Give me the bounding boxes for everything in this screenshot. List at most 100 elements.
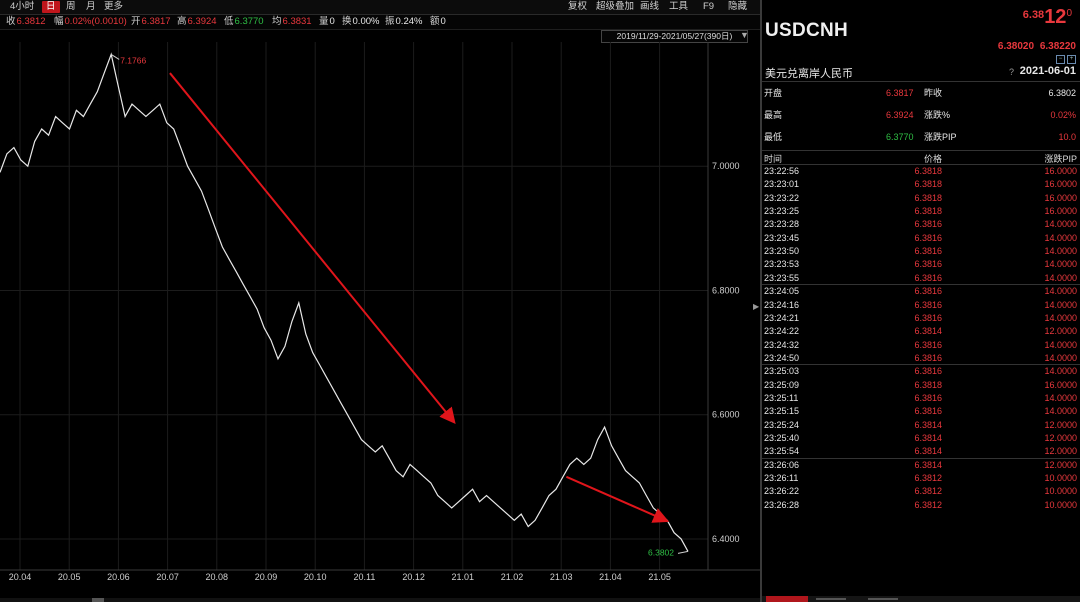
tick-pip: 14.0000: [1044, 219, 1077, 230]
y-tick-label: 7.0000: [712, 161, 740, 171]
draw-line-button[interactable]: 画线: [640, 1, 660, 12]
tick-pip: 16.0000: [1044, 206, 1077, 217]
period-4h-tab[interactable]: 4小时: [10, 1, 35, 12]
help-icon[interactable]: ?: [1008, 67, 1014, 77]
tick-time: 23:24:16: [764, 299, 800, 310]
tick-row: 23:23:50 6.3816 14.0000: [762, 245, 1080, 258]
tick-time: 23:25:15: [764, 406, 800, 417]
tick-row: 23:24:05 6.3816 14.0000: [762, 285, 1080, 298]
tick-time: 23:26:11: [764, 473, 799, 484]
quote-panel: USDCNH 6.38120 6.38020 6.38220 − + 美元兑离岸…: [762, 0, 1080, 602]
minute-divider: [762, 284, 1080, 286]
max-price-label: 7.1766: [120, 55, 146, 65]
collapse-panel-icon[interactable]: ▶: [753, 302, 760, 311]
tick-row: 23:26:22 6.3812 10.0000: [762, 485, 1080, 498]
tick-time: 23:23:01: [764, 179, 800, 190]
more-periods-tab[interactable]: 更多: [104, 1, 124, 12]
x-tick-label: 20.06: [107, 572, 130, 582]
date-range-box[interactable]: 2019/11/29-2021/05/27(390日): [601, 30, 748, 43]
tick-time: 23:23:45: [764, 232, 800, 243]
quote-stats-bar: 收6.3812 幅0.02%(0.0010) 开6.3817 高6.3924 低…: [0, 15, 760, 30]
tick-pip: 16.0000: [1044, 379, 1077, 390]
tick-price: 6.3814: [914, 446, 942, 457]
trend-arrow-2: [565, 475, 670, 523]
tick-row: 23:22:56 6.3818 16.0000: [762, 165, 1080, 178]
price-chart-svg[interactable]: 20.04 20.05 20.06 20.07 20.08 20.09 20.10 20.11…: [0, 42, 760, 582]
bottom-tab-2[interactable]: [816, 598, 846, 600]
tick-row: 23:25:40 6.3814 12.0000: [762, 432, 1080, 445]
tick-time: 23:23:28: [764, 219, 800, 230]
tick-row: 23:25:24 6.3814 12.0000: [762, 419, 1080, 432]
bottom-tab-1[interactable]: [766, 596, 808, 602]
x-tick-label: 20.04: [9, 572, 32, 582]
x-tick-label: 21.05: [648, 572, 671, 582]
tick-row: 23:23:28 6.3816 14.0000: [762, 218, 1080, 231]
chart-scrollbar[interactable]: [0, 598, 760, 602]
tick-price: 6.3816: [914, 406, 942, 417]
tick-pip: 10.0000: [1044, 499, 1077, 510]
tick-price: 6.3818: [914, 192, 942, 203]
tick-price: 6.3816: [914, 352, 942, 363]
tick-row: 23:24:32 6.3816 14.0000: [762, 339, 1080, 352]
tick-time: 23:24:21: [764, 312, 800, 323]
tick-price: 6.3812: [914, 473, 942, 484]
chart-scroll-thumb[interactable]: [92, 598, 104, 602]
range-dropdown-icon[interactable]: ▼: [740, 30, 749, 40]
tools-button[interactable]: 工具: [669, 1, 689, 12]
tick-row: 23:23:25 6.3818 16.0000: [762, 205, 1080, 218]
tick-row: 23:23:45 6.3816 14.0000: [762, 232, 1080, 245]
tick-time: 23:23:22: [764, 192, 800, 203]
tick-pip: 14.0000: [1044, 299, 1077, 310]
tick-price: 6.3818: [914, 206, 942, 217]
tick-row: 23:25:15 6.3816 14.0000: [762, 405, 1080, 418]
tick-pip: 14.0000: [1044, 272, 1077, 283]
plus-icon[interactable]: +: [1067, 55, 1076, 64]
hide-button[interactable]: 隐藏: [728, 1, 748, 12]
period-day-tab[interactable]: 日: [42, 1, 60, 13]
panel-divider: [760, 0, 762, 602]
restore-rights-button[interactable]: 复权: [568, 1, 588, 12]
stat-amount: 额0: [430, 16, 446, 27]
stat-low: 低6.3770: [224, 16, 264, 27]
x-tick-label: 21.03: [550, 572, 573, 582]
tick-time: 23:24:32: [764, 339, 800, 350]
tick-pip: 14.0000: [1044, 392, 1077, 403]
tick-row: 23:23:22 6.3818 16.0000: [762, 192, 1080, 205]
super-overlay-button[interactable]: 超级叠加: [596, 1, 635, 12]
stat-open: 开6.3817: [131, 16, 171, 27]
tick-row: 23:24:22 6.3814 12.0000: [762, 325, 1080, 338]
tick-price: 6.3812: [914, 499, 942, 510]
tick-row: 23:25:03 6.3816 14.0000: [762, 365, 1080, 378]
stat-change: 幅0.02%(0.0010): [54, 16, 127, 27]
price-chart[interactable]: 20.04 20.05 20.06 20.07 20.08 20.09 20.10 20.11…: [0, 42, 760, 582]
x-tick-label: 21.04: [599, 572, 622, 582]
period-week-tab[interactable]: 周: [66, 1, 76, 12]
tick-price: 6.3818: [914, 166, 942, 176]
x-tick-label: 20.11: [353, 572, 375, 582]
x-tick-label: 20.08: [206, 572, 229, 582]
bottom-tabs: [762, 596, 1080, 602]
tick-time: 23:23:25: [764, 206, 800, 217]
tick-row: 23:25:11 6.3816 14.0000: [762, 392, 1080, 405]
minus-icon[interactable]: −: [1056, 55, 1065, 64]
instrument-name: 美元兑离岸人民币: [765, 68, 853, 80]
tick-pip: 14.0000: [1044, 352, 1077, 363]
period-month-tab[interactable]: 月: [86, 1, 96, 12]
tick-price: 6.3814: [914, 419, 942, 430]
tick-pip: 14.0000: [1044, 246, 1077, 257]
price-line: [0, 52, 689, 552]
ask-price: 6.38220: [1039, 41, 1076, 52]
tick-pip: 14.0000: [1044, 286, 1077, 297]
tick-row: 23:26:11 6.3812 10.0000: [762, 472, 1080, 485]
tick-pip: 12.0000: [1044, 459, 1077, 470]
stat-turnover: 换0.00%: [342, 16, 380, 27]
tick-time: 23:25:11: [764, 392, 799, 403]
tick-price: 6.3816: [914, 272, 942, 283]
tick-pip: 14.0000: [1044, 339, 1077, 350]
y-tick-label: 6.6000: [712, 410, 740, 420]
stat-high: 高6.3924: [177, 16, 217, 27]
minute-divider: [762, 457, 1080, 459]
bottom-tab-3[interactable]: [868, 598, 898, 600]
f9-button[interactable]: F9: [703, 1, 715, 12]
x-tick-label: 20.07: [156, 572, 179, 582]
